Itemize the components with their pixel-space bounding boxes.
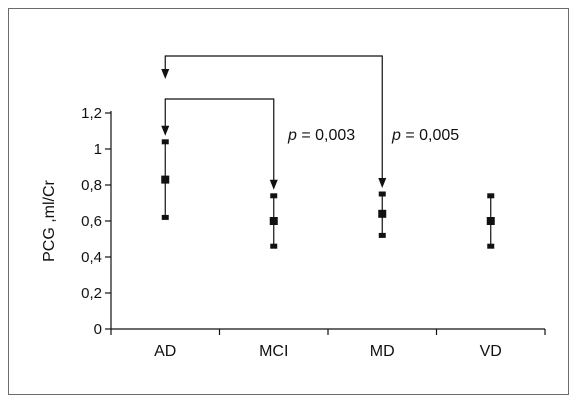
error-bar-ad <box>161 139 170 220</box>
p-symbol: p <box>287 127 297 144</box>
significance-annotations: p = 0,003 p = 0,005 <box>161 55 459 190</box>
error-bar-high-cap <box>161 139 169 145</box>
p-value: = 0,003 <box>297 127 355 144</box>
bracket-line <box>164 98 275 188</box>
x-tick-label: MD <box>370 343 395 360</box>
p-symbol: p <box>391 127 401 144</box>
significance-bracket: p = 0,003 <box>161 98 355 190</box>
error-bar-high-cap <box>270 193 278 199</box>
error-bar-low-cap <box>161 214 169 220</box>
arrowhead <box>378 178 387 188</box>
error-bar-high-cap <box>378 191 386 197</box>
arrowhead <box>161 69 170 79</box>
x-tick-label: AD <box>154 343 176 360</box>
chart-frame <box>8 8 569 395</box>
y-tick-label: 1,2 <box>81 105 102 122</box>
y-tick-label: 0,2 <box>81 285 102 302</box>
bracket-line <box>164 55 383 186</box>
p-value-label: p = 0,005 <box>391 127 459 144</box>
y-axis-label: PCG ,ml/Cr <box>41 179 58 261</box>
error-bar-md <box>378 191 387 238</box>
mean-marker <box>161 175 170 184</box>
error-bar-vd <box>486 193 495 249</box>
axes: 0 0,2 0,4 0,6 0,8 1 1,2 AD MCI MD VD <box>81 105 546 360</box>
x-tick-label: MCI <box>259 343 288 360</box>
error-bars <box>161 139 495 249</box>
y-tick-label: 0,8 <box>81 177 102 194</box>
mean-marker <box>486 217 495 225</box>
error-bar-low-cap <box>487 243 495 249</box>
arrowhead <box>269 179 278 190</box>
error-bar-low-cap <box>270 243 278 249</box>
y-tick-label: 0,6 <box>81 213 102 230</box>
y-tick-label: 0 <box>94 321 102 338</box>
x-tick-label: VD <box>480 343 502 360</box>
mean-marker <box>378 209 387 218</box>
error-bar-low-cap <box>378 232 386 238</box>
y-tick-label: 1 <box>94 141 102 158</box>
p-value: = 0,005 <box>401 127 459 144</box>
y-tick-label: 0,4 <box>81 249 102 266</box>
error-bar-high-cap <box>487 193 495 199</box>
p-value-label: p = 0,003 <box>287 127 355 144</box>
significance-bracket: p = 0,005 <box>161 55 459 188</box>
mean-marker <box>269 217 278 225</box>
error-bar-mci <box>269 193 278 249</box>
arrowhead <box>161 125 170 136</box>
